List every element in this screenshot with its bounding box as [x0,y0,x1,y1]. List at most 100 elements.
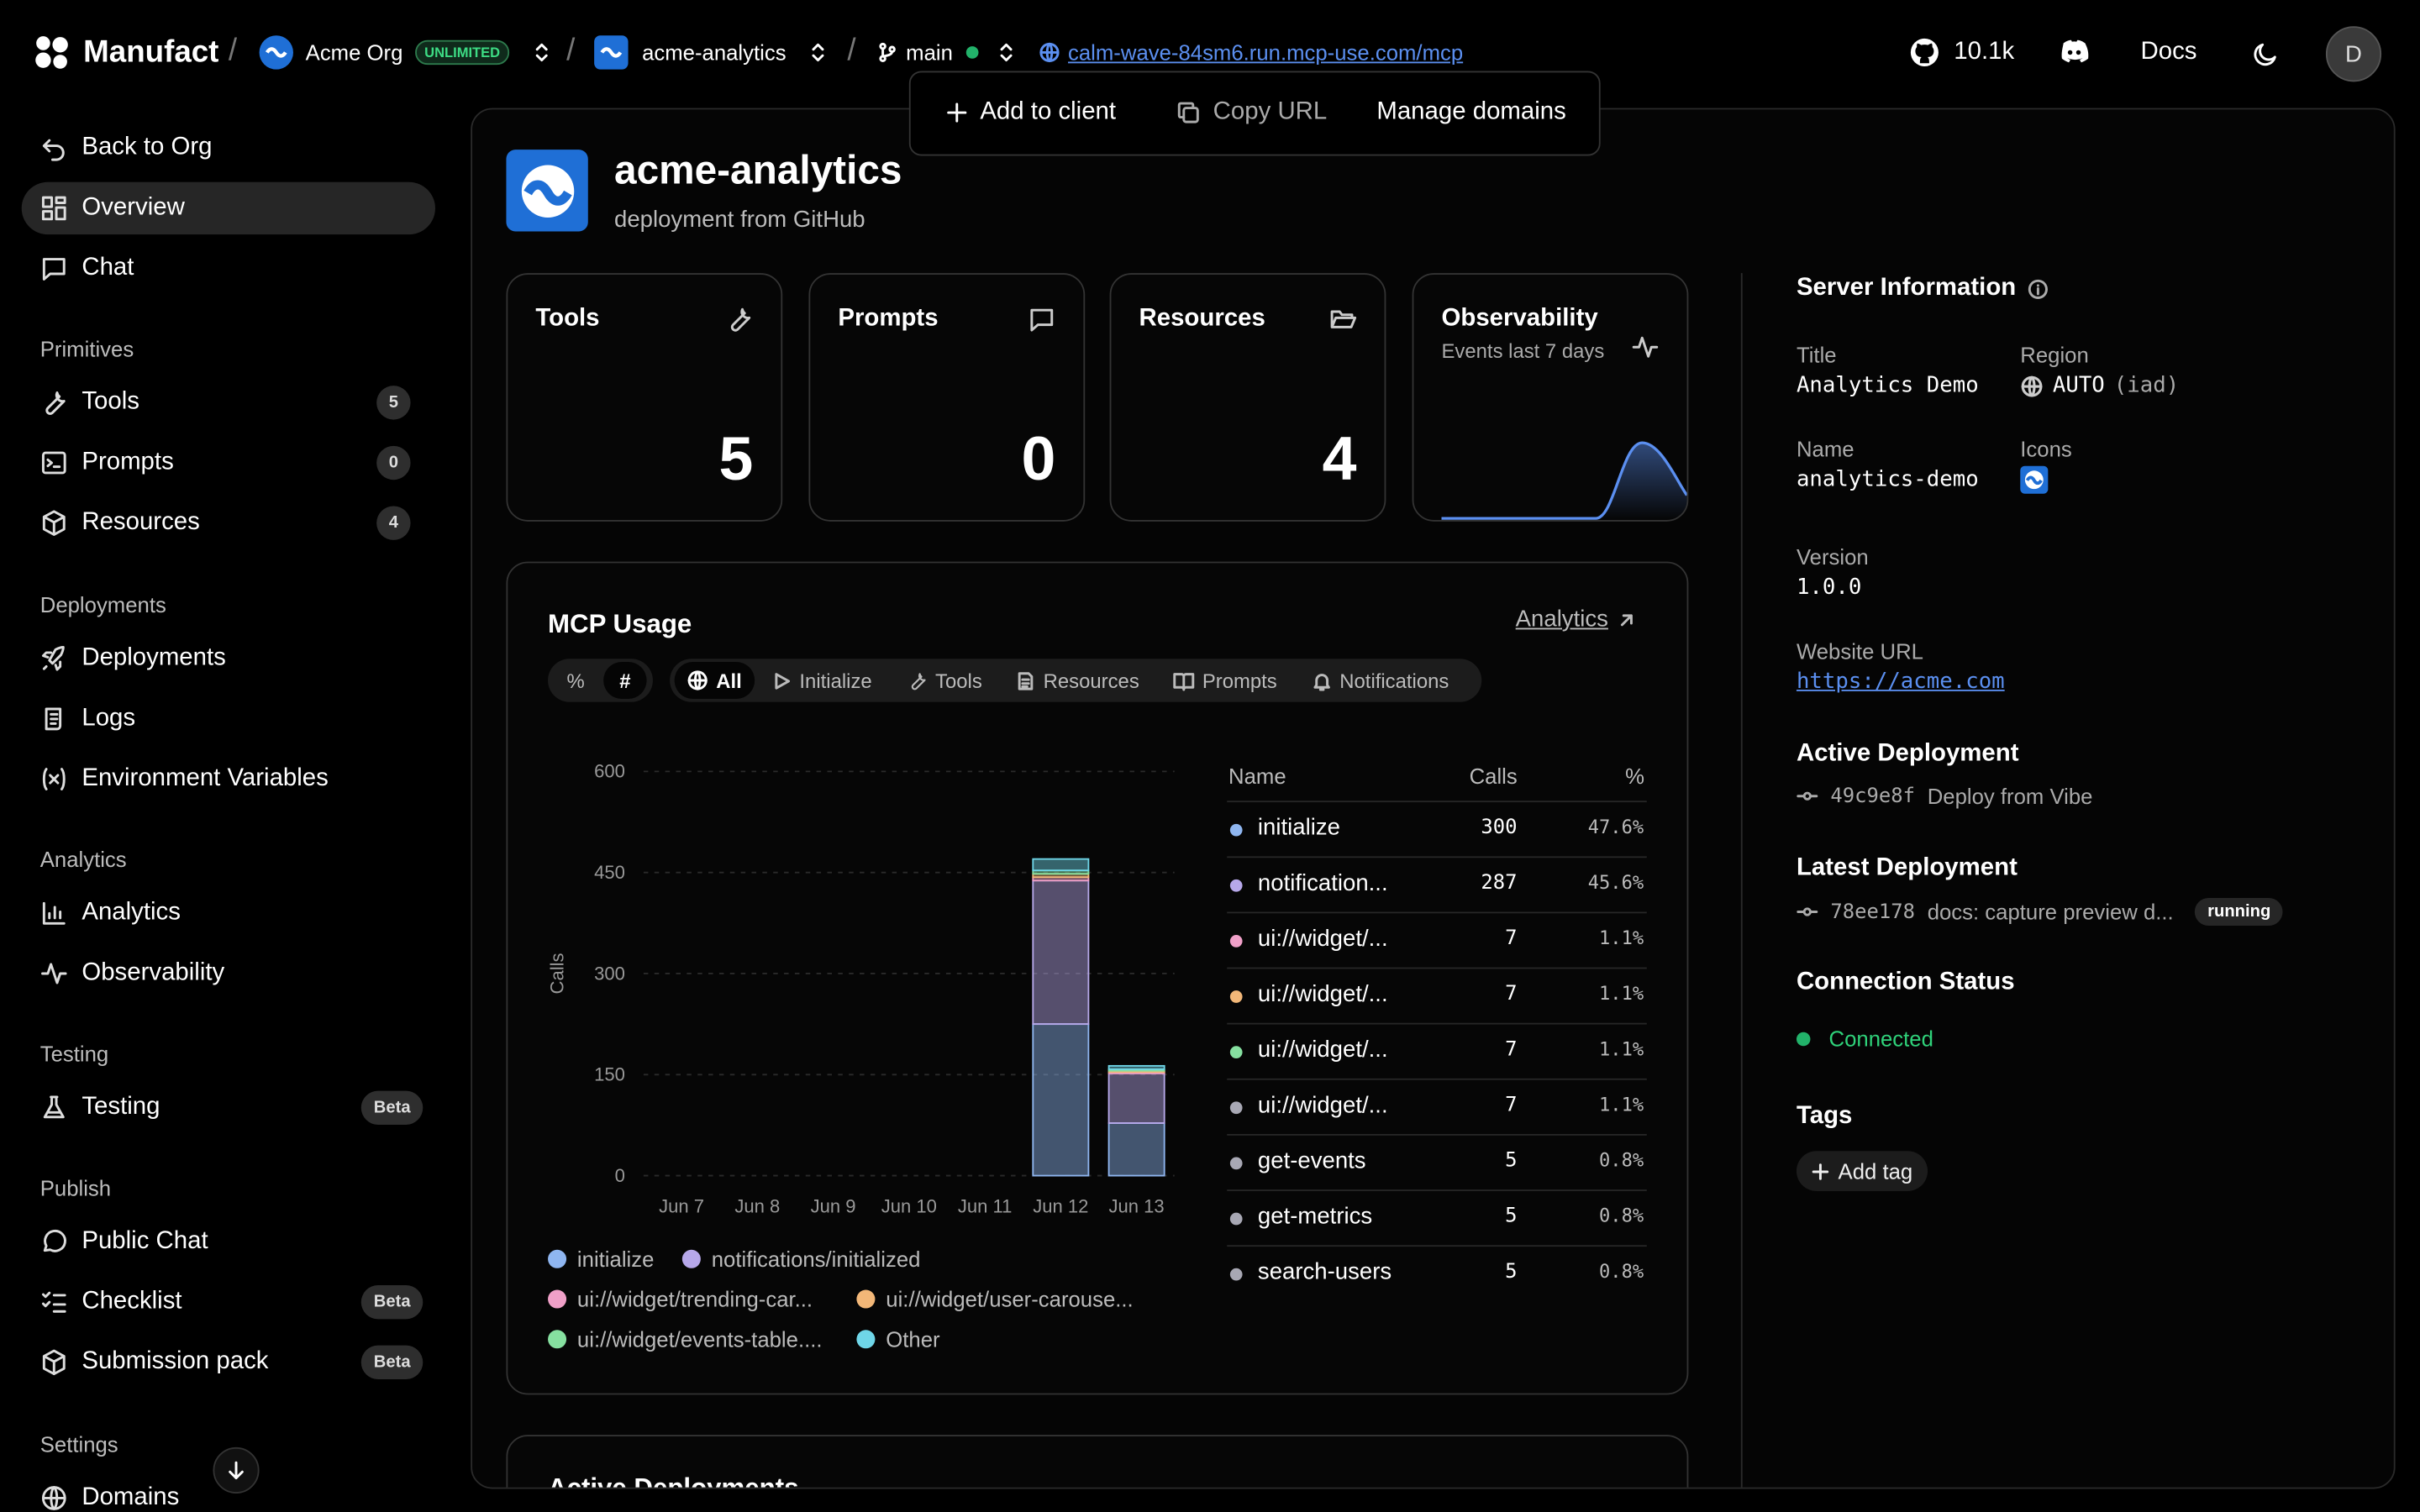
manage-domains-button[interactable]: Manage domains [1376,98,1566,125]
legend-item[interactable]: ui://widget/trending-car... [548,1287,813,1311]
github-icon [1910,38,1939,66]
sidebar-item-observability[interactable]: Observability [22,948,435,1000]
usage-table-row[interactable]: search-users 5 0.8% [1227,1245,1647,1302]
sidebar-item-label: Tools [82,388,139,416]
sidebar-item-public-chat[interactable]: Public Chat [22,1215,435,1268]
project-switcher[interactable]: acme-analytics [594,35,829,70]
git-commit-icon [1797,907,1818,916]
count-badge: 4 [376,506,411,540]
info-icon[interactable] [2028,278,2049,299]
filter-resources[interactable]: Resources [1016,659,1139,701]
terminal-square-icon [41,451,66,475]
manufact-logo-icon [35,36,68,69]
add-to-client-button[interactable]: Add to client [946,99,1116,127]
sidebar-item-logs[interactable]: Logs [22,693,435,745]
name-value: analytics-demo [1796,467,1979,492]
sidebar-item-back-to-org[interactable]: Back to Org [22,122,435,174]
sidebar-item-overview[interactable]: Overview [21,181,435,235]
usage-table-row[interactable]: ui://widget/... 7 1.1% [1227,1022,1647,1080]
observability-sparkline [1441,441,1687,520]
filter-tools[interactable]: Tools [908,659,982,701]
sidebar-item-testing[interactable]: Testing Beta [22,1082,435,1134]
icons-label: Icons [2020,436,2072,462]
sidebar-item-prompts[interactable]: Prompts 0 [22,437,435,489]
discord-icon [2061,39,2089,63]
x-tick-label: Jun 7 [659,1196,704,1217]
sidebar-item-environment-variables[interactable]: Environment Variables [22,753,435,805]
title-value: Analytics Demo [1796,373,1979,398]
message-square-icon [42,258,66,281]
add-tag-button[interactable]: Add tag [1796,1151,1928,1191]
legend-label: ui://widget/user-carouse... [886,1286,1134,1312]
usage-table-row[interactable]: get-metrics 5 0.8% [1227,1189,1647,1247]
bell-icon [1313,673,1330,690]
observability-stat-card[interactable]: Observability Events last 7 days [1412,273,1689,522]
legend-item[interactable]: ui://widget/user-carouse... [856,1286,1134,1312]
org-switcher[interactable]: Acme Org UNLIMITED [259,35,553,70]
filter-initialize[interactable]: Initialize [771,659,872,701]
commit-message: Deploy from Vibe [1927,784,2093,809]
copy-url-label: Copy URL [1213,98,1328,125]
theme-toggle[interactable] [2252,40,2280,68]
row-name: ui://widget/... [1257,981,1388,1008]
legend-item[interactable]: initialize [548,1247,654,1271]
legend-item[interactable]: Other [856,1327,940,1352]
discord-link[interactable] [2057,37,2091,68]
usage-table-row[interactable]: ui://widget/... 7 1.1% [1227,1078,1647,1136]
legend-label: initialize [576,1247,655,1272]
x-tick-label: Jun 12 [1033,1196,1088,1217]
status-dot [1796,1031,1811,1046]
legend-item[interactable]: ui://widget/events-table.... [548,1327,823,1352]
card-title: Resources [1139,305,1265,332]
analytics-link[interactable]: Analytics [1516,606,1636,633]
sidebar-section-deployments: Deployments [39,592,166,617]
usage-table-row[interactable]: notification... 287 45.6% [1227,856,1647,913]
sidebar-item-resources[interactable]: Resources 4 [22,496,435,549]
wrench-icon [45,391,66,415]
copy-url-button[interactable]: Copy URL [1176,98,1328,127]
github-link[interactable]: 10.1k [1909,37,2014,68]
sidebar-item-tools[interactable]: Tools 5 [22,376,435,428]
usage-table-row[interactable]: ui://widget/... 7 1.1% [1227,911,1647,969]
branch-switcher[interactable]: main [876,40,1018,65]
sidebar-item-deployments[interactable]: Deployments [22,633,435,685]
filter-all[interactable]: All [674,661,755,700]
row-calls: 5 [1505,1149,1518,1173]
row-calls: 5 [1505,1205,1518,1229]
usage-table-row[interactable]: get-events 5 0.8% [1227,1133,1647,1191]
legend-swatch [548,1330,567,1349]
mcp-usage-card: MCP Usage Analytics % # All Initialize [506,561,1689,1395]
legend-item[interactable]: notifications/initialized [681,1247,920,1271]
sidebar-item-label: Environment Variables [82,765,329,792]
sidebar-item-label: Overview [82,194,185,221]
docs-link[interactable]: Docs [2141,39,2197,66]
sidebar-item-label: Testing [82,1094,160,1121]
sidebar-item-submission-pack[interactable]: Submission pack Beta [22,1336,435,1389]
prompts-stat-card[interactable]: Prompts 0 [808,273,1086,522]
scroll-down-button[interactable] [213,1446,260,1494]
y-tick-label: 450 [594,862,625,883]
percent-toggle[interactable]: % [566,669,585,692]
usage-table-row[interactable]: initialize 300 47.6% [1227,801,1647,858]
server-url-link[interactable]: calm-wave-84sm6.run.mcp-use.com/mcp [1039,40,1463,65]
count-toggle[interactable]: # [603,661,647,700]
resources-stat-card[interactable]: Resources 4 [1109,273,1386,522]
activity-icon [1632,336,1659,358]
tools-stat-card[interactable]: Tools 5 [506,273,783,522]
sidebar-item-chat[interactable]: Chat [22,242,435,294]
filter-prompts[interactable]: Prompts [1173,659,1277,701]
brand[interactable]: Manufact [34,34,218,71]
sidebar-item-analytics[interactable]: Analytics [22,887,435,939]
website-link[interactable]: https://acme.com [1796,669,2005,695]
latest-deployment-commit[interactable]: 78ee178 docs: capture preview d... runni… [1797,897,2284,927]
bar-segment [1107,1064,1165,1070]
sidebar-item-domains[interactable]: Domains [22,1472,435,1512]
branch-name: main [906,39,953,66]
usage-table-row[interactable]: ui://widget/... 7 1.1% [1227,967,1647,1025]
active-deployment-commit[interactable]: 49c9e8f Deploy from Vibe [1797,784,2093,809]
sidebar-item-checklist[interactable]: Checklist Beta [22,1276,435,1328]
series-color-dot [1229,990,1243,1003]
filter-notifications[interactable]: Notifications [1312,659,1449,701]
avatar[interactable]: D [2325,26,2382,82]
count-badge: 5 [376,386,411,420]
